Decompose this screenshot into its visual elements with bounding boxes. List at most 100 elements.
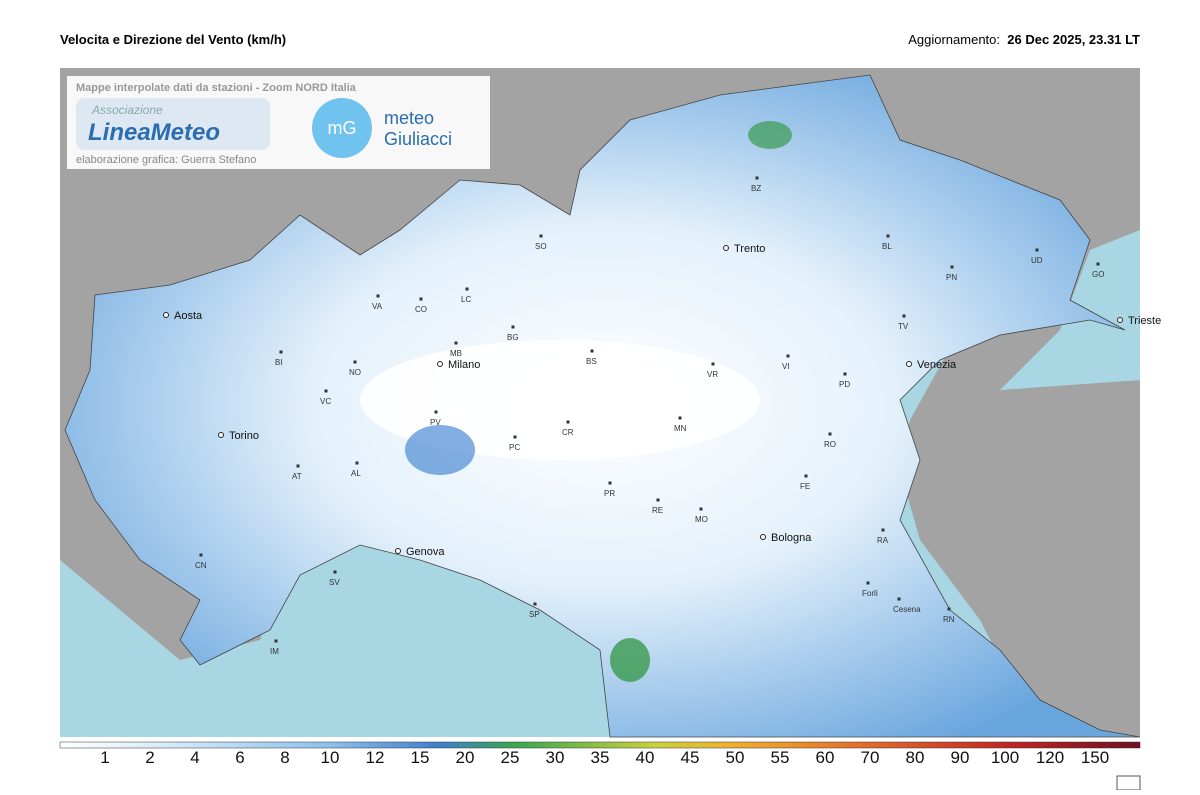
- city-dot: [353, 360, 357, 364]
- legend: 1 2 4 6 8 10 12 15 20 25 30 35 40 45 50 55 60 70 80 90 100 12…: [100, 748, 1109, 767]
- update-time: 26 Dec 2025, 23.31 LT: [1007, 32, 1140, 47]
- legend-label: 90: [951, 748, 970, 767]
- province-label: PR: [604, 489, 615, 498]
- city-dot: [1096, 262, 1100, 266]
- mg-icon-text: mG: [328, 118, 357, 138]
- city-dot: [590, 349, 594, 353]
- city-labels: Aosta Torino Milano Genova Trento Bologna Vene…: [163, 176, 1161, 656]
- legend-label: 8: [280, 748, 289, 767]
- city-dot: [902, 314, 906, 318]
- city-dot: [533, 602, 537, 606]
- corner-box: [1116, 775, 1141, 791]
- legend-label: 25: [501, 748, 520, 767]
- province-label: GO: [1092, 270, 1104, 279]
- city-dot: [843, 372, 847, 376]
- province-label: Cesena: [893, 605, 921, 614]
- province-label: PN: [946, 273, 957, 282]
- city-dot: [296, 464, 300, 468]
- city-dot: [828, 432, 832, 436]
- city-label: Genova: [406, 546, 445, 558]
- city-dot: [539, 234, 543, 238]
- province-label: IM: [270, 647, 279, 656]
- city-dot: [678, 416, 682, 420]
- province-label: CO: [415, 305, 427, 314]
- mg-icon: [312, 98, 372, 158]
- city-label: Aosta: [174, 310, 203, 322]
- province-label: RN: [943, 615, 955, 624]
- wind-core: [748, 121, 792, 149]
- province-label: PD: [839, 380, 850, 389]
- province-label: TV: [898, 322, 909, 331]
- city-dot: [760, 534, 766, 540]
- logo-credit: elaborazione grafica: Guerra Stefano: [76, 154, 256, 166]
- mg-line2: Giuliacci: [384, 129, 452, 149]
- province-label: MO: [695, 515, 708, 524]
- city-dot: [866, 581, 870, 585]
- city-dot: [886, 234, 890, 238]
- province-label: UD: [1031, 256, 1043, 265]
- city-dot: [699, 507, 703, 511]
- province-label: NO: [349, 368, 361, 377]
- province-label: AT: [292, 472, 302, 481]
- city-dot: [786, 354, 790, 358]
- province-label: VR: [707, 370, 718, 379]
- legend-label: 6: [235, 748, 244, 767]
- province-label: RE: [652, 506, 663, 515]
- legend-label: 60: [816, 748, 835, 767]
- city-dot: [906, 361, 912, 367]
- city-dot: [199, 553, 203, 557]
- province-label: Forlì: [862, 589, 878, 598]
- province-label: SV: [329, 578, 340, 587]
- city-dot: [755, 176, 759, 180]
- legend-label: 150: [1081, 748, 1109, 767]
- province-label: BG: [507, 333, 519, 342]
- mg-line1: meteo: [384, 108, 434, 128]
- city-label: Trieste: [1128, 315, 1161, 327]
- legend-label: 20: [456, 748, 475, 767]
- legend-label: 10: [321, 748, 340, 767]
- province-label: BL: [882, 242, 892, 251]
- city-label: Venezia: [917, 359, 957, 371]
- city-dot: [279, 350, 283, 354]
- city-dot: [608, 481, 612, 485]
- legend-label: 4: [190, 748, 199, 767]
- legend-label: 12: [366, 748, 385, 767]
- province-label: BI: [275, 358, 283, 367]
- legend-label: 35: [591, 748, 610, 767]
- legend-label: 2: [145, 748, 154, 767]
- wind-core: [610, 638, 650, 682]
- city-dot: [881, 528, 885, 532]
- legend-label: 80: [906, 748, 925, 767]
- city-dot: [950, 265, 954, 269]
- city-dot: [566, 420, 570, 424]
- map-title: Velocita e Direzione del Vento (km/h): [60, 32, 286, 47]
- city-dot: [395, 548, 401, 554]
- legend-label: 1: [100, 748, 109, 767]
- city-dot: [218, 432, 224, 438]
- legend-label: 70: [861, 748, 880, 767]
- province-label: MN: [674, 424, 687, 433]
- province-label: MB: [450, 349, 462, 358]
- legend-label: 15: [411, 748, 430, 767]
- province-label: FE: [800, 482, 810, 491]
- legend-label: 55: [771, 748, 790, 767]
- city-dot: [511, 325, 515, 329]
- logo-association: Associazione: [91, 103, 163, 117]
- city-dot: [376, 294, 380, 298]
- province-label: VI: [782, 362, 790, 371]
- legend-label: 50: [726, 748, 745, 767]
- province-label: BS: [586, 357, 597, 366]
- city-dot: [333, 570, 337, 574]
- update-label: Aggiornamento:: [908, 32, 1000, 47]
- province-label: CR: [562, 428, 574, 437]
- legend-label: 30: [546, 748, 565, 767]
- city-dot: [513, 435, 517, 439]
- legend-label: 120: [1036, 748, 1064, 767]
- wind-core: [405, 425, 475, 475]
- province-label: PC: [509, 443, 520, 452]
- province-label: VC: [320, 397, 331, 406]
- city-dot: [711, 362, 715, 366]
- city-dot: [804, 474, 808, 478]
- province-label: AL: [351, 469, 361, 478]
